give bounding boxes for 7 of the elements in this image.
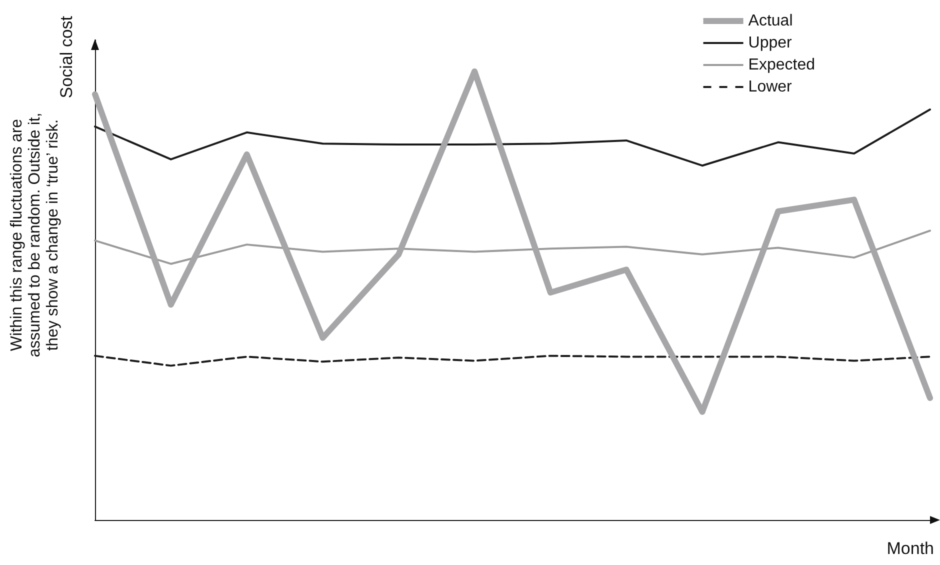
legend-label: Lower — [748, 78, 793, 96]
y-axis-title: Social cost — [57, 16, 76, 98]
x-axis-title: Month — [886, 539, 934, 558]
text: Within this range fluctuations are assumed to be random. Outside it, they show a change in ‘true’ risk. — [8, 112, 62, 358]
legend-label: Expected — [748, 56, 816, 74]
legend-label: Upper — [748, 34, 793, 52]
legend-label: Actual — [748, 12, 793, 30]
